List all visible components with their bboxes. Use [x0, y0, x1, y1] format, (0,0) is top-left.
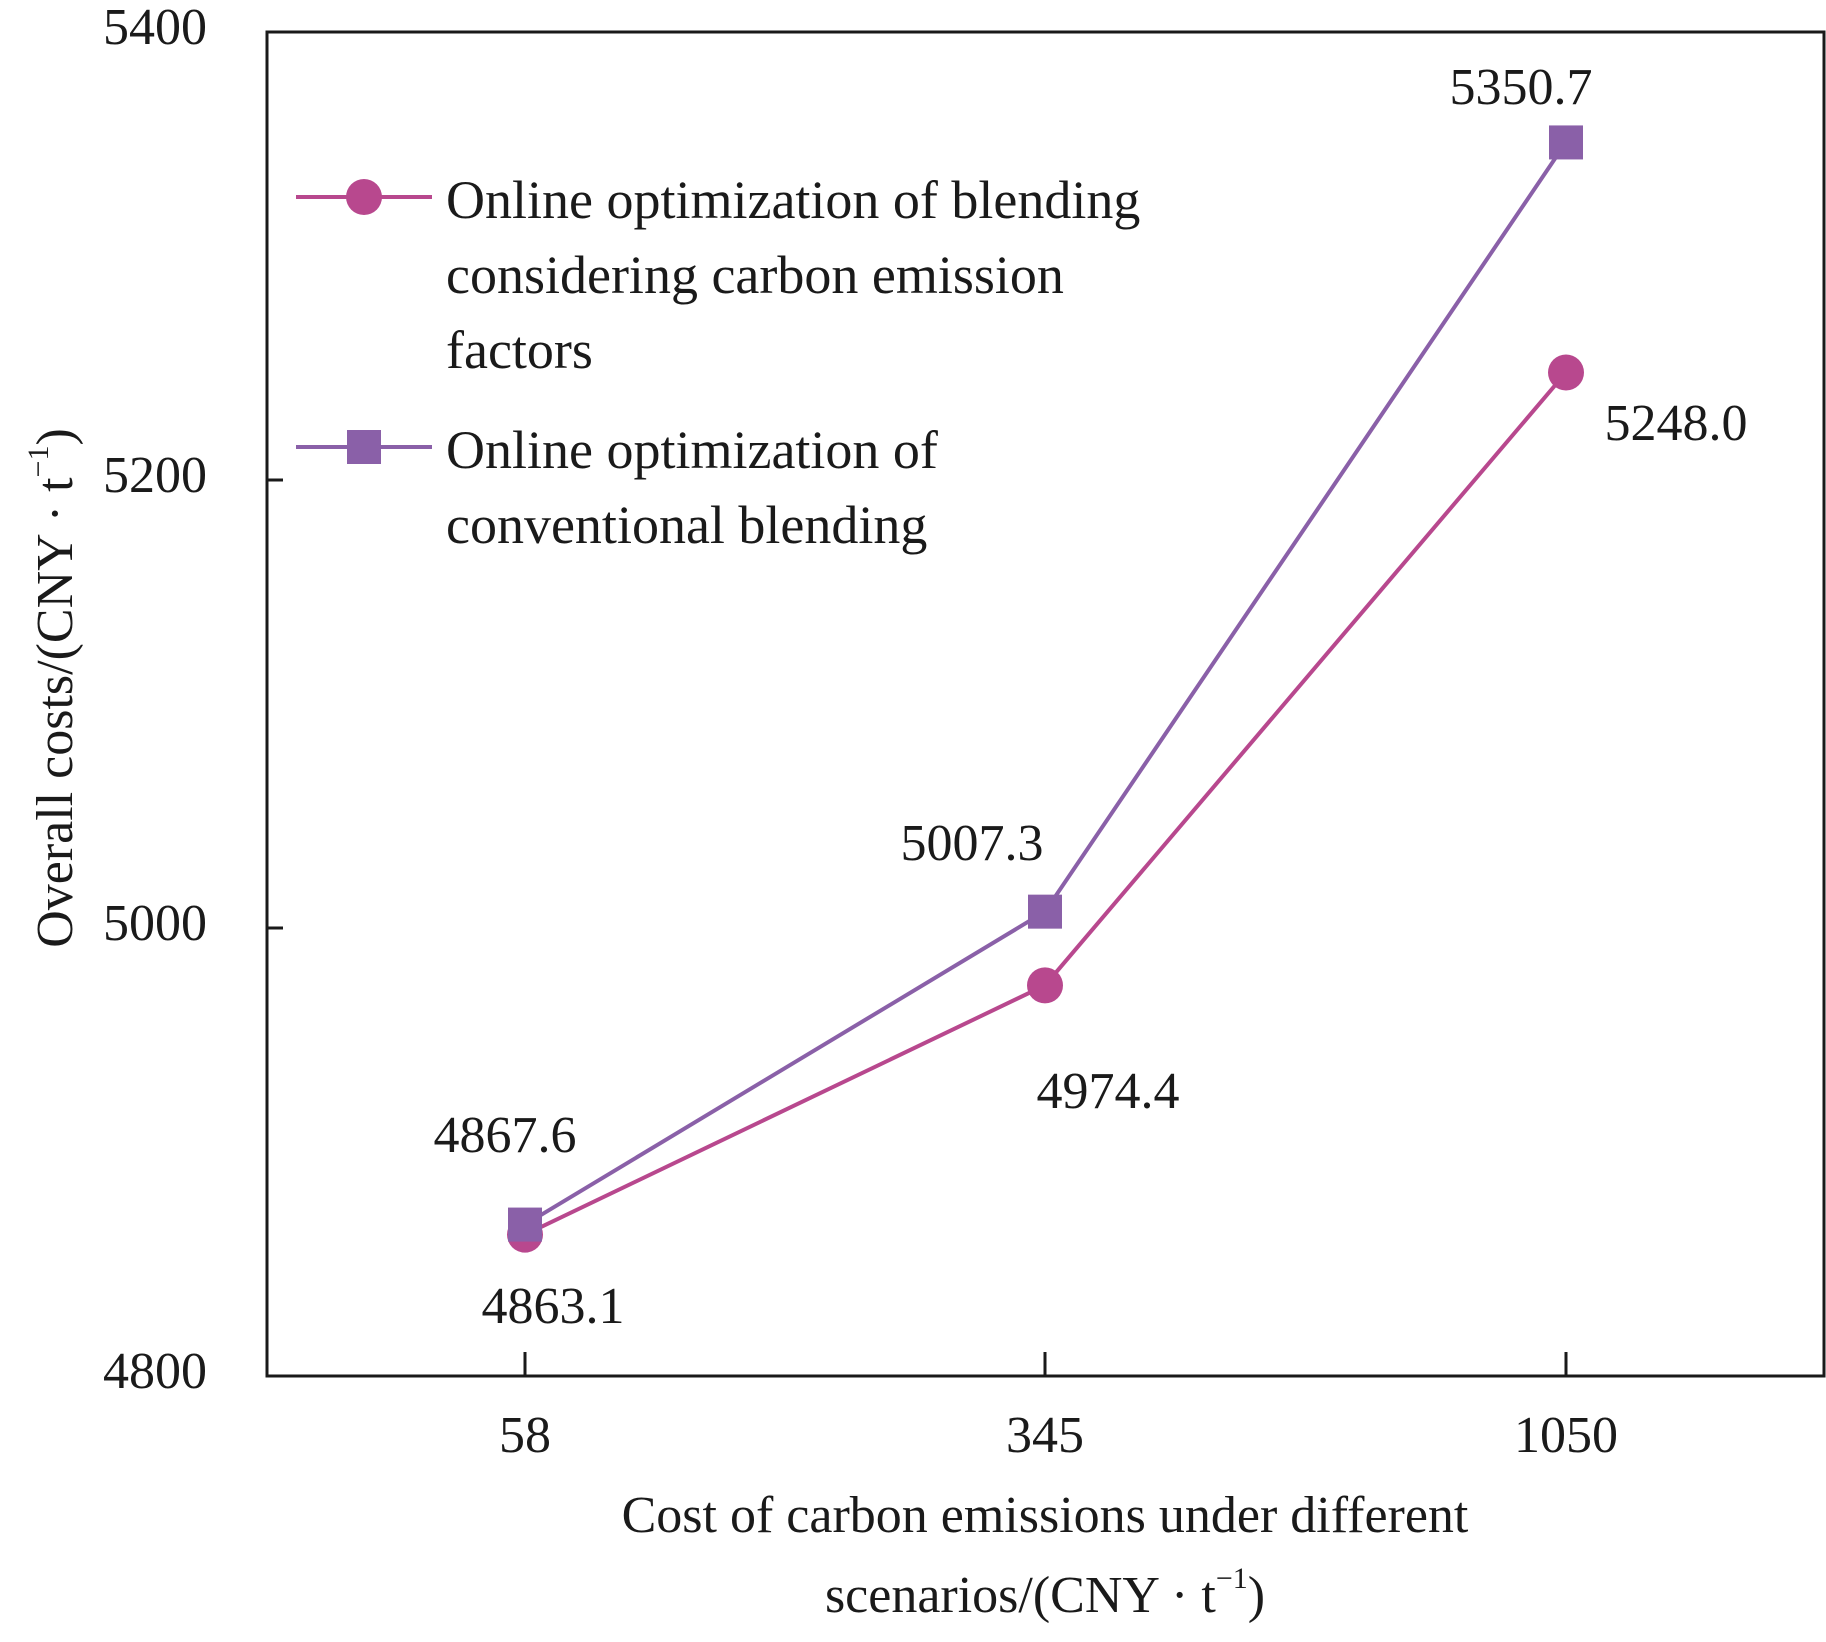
- legend-label-carbon-blending: considering carbon emission: [446, 245, 1064, 305]
- x-axis-title-line2: scenarios/(CNY · t−1): [825, 1562, 1265, 1624]
- y-axis-title-end: ): [27, 428, 84, 445]
- data-label-carbon-blending: 5248.0: [1605, 395, 1748, 452]
- data-point-conventional-blending: [1549, 125, 1583, 160]
- y-tick-label: 5200: [103, 447, 207, 504]
- data-label-carbon-blending: 4863.1: [482, 1278, 625, 1335]
- data-point-conventional-blending: [508, 1207, 542, 1242]
- legend-label-conventional-blending: conventional blending: [446, 495, 927, 555]
- x-axis-title-line1: Cost of carbon emissions under different: [622, 1487, 1469, 1544]
- legend-label-conventional-blending: Online optimization of: [446, 420, 938, 480]
- x-axis-title-main: scenarios/(CNY · t: [825, 1567, 1216, 1624]
- legend-marker-carbon-blending: [346, 179, 382, 215]
- x-axis-title-sup: −1: [1216, 1562, 1248, 1595]
- legend-label-carbon-blending: factors: [446, 320, 593, 380]
- y-tick-label: 4800: [103, 1343, 207, 1400]
- data-point-carbon-blending: [1027, 967, 1063, 1004]
- legend-marker-conventional-blending: [347, 430, 381, 464]
- data-label-conventional-blending: 5007.3: [901, 815, 1044, 872]
- data-point-carbon-blending: [1548, 354, 1584, 391]
- legend-label-carbon-blending: Online optimization of blending: [446, 170, 1140, 230]
- plot-frame: [265, 30, 1826, 1378]
- x-tick-label: 345: [1006, 1407, 1084, 1464]
- y-axis-title: Overall costs/(CNY · t−1): [22, 428, 84, 948]
- y-tick-label: 5400: [103, 0, 207, 56]
- y-axis-title-sup: −1: [22, 446, 55, 478]
- y-tick-label: 5000: [103, 895, 207, 952]
- y-axis: 4800 5000 5200 5400: [103, 0, 283, 1400]
- data-label-carbon-blending: 4974.4: [1037, 1063, 1180, 1120]
- data-label-conventional-blending: 5350.7: [1450, 59, 1593, 116]
- data-label-conventional-blending: 4867.6: [434, 1107, 577, 1164]
- x-axis-title-end: ): [1248, 1567, 1265, 1624]
- data-point-conventional-blending: [1028, 894, 1062, 929]
- x-axis: 58 345 1050: [499, 1352, 1618, 1464]
- x-tick-label: 58: [499, 1407, 551, 1464]
- x-tick-label: 1050: [1514, 1407, 1618, 1464]
- legend: Online optimization of blending consider…: [296, 170, 1140, 555]
- y-axis-title-main: Overall costs/(CNY · t: [27, 477, 84, 948]
